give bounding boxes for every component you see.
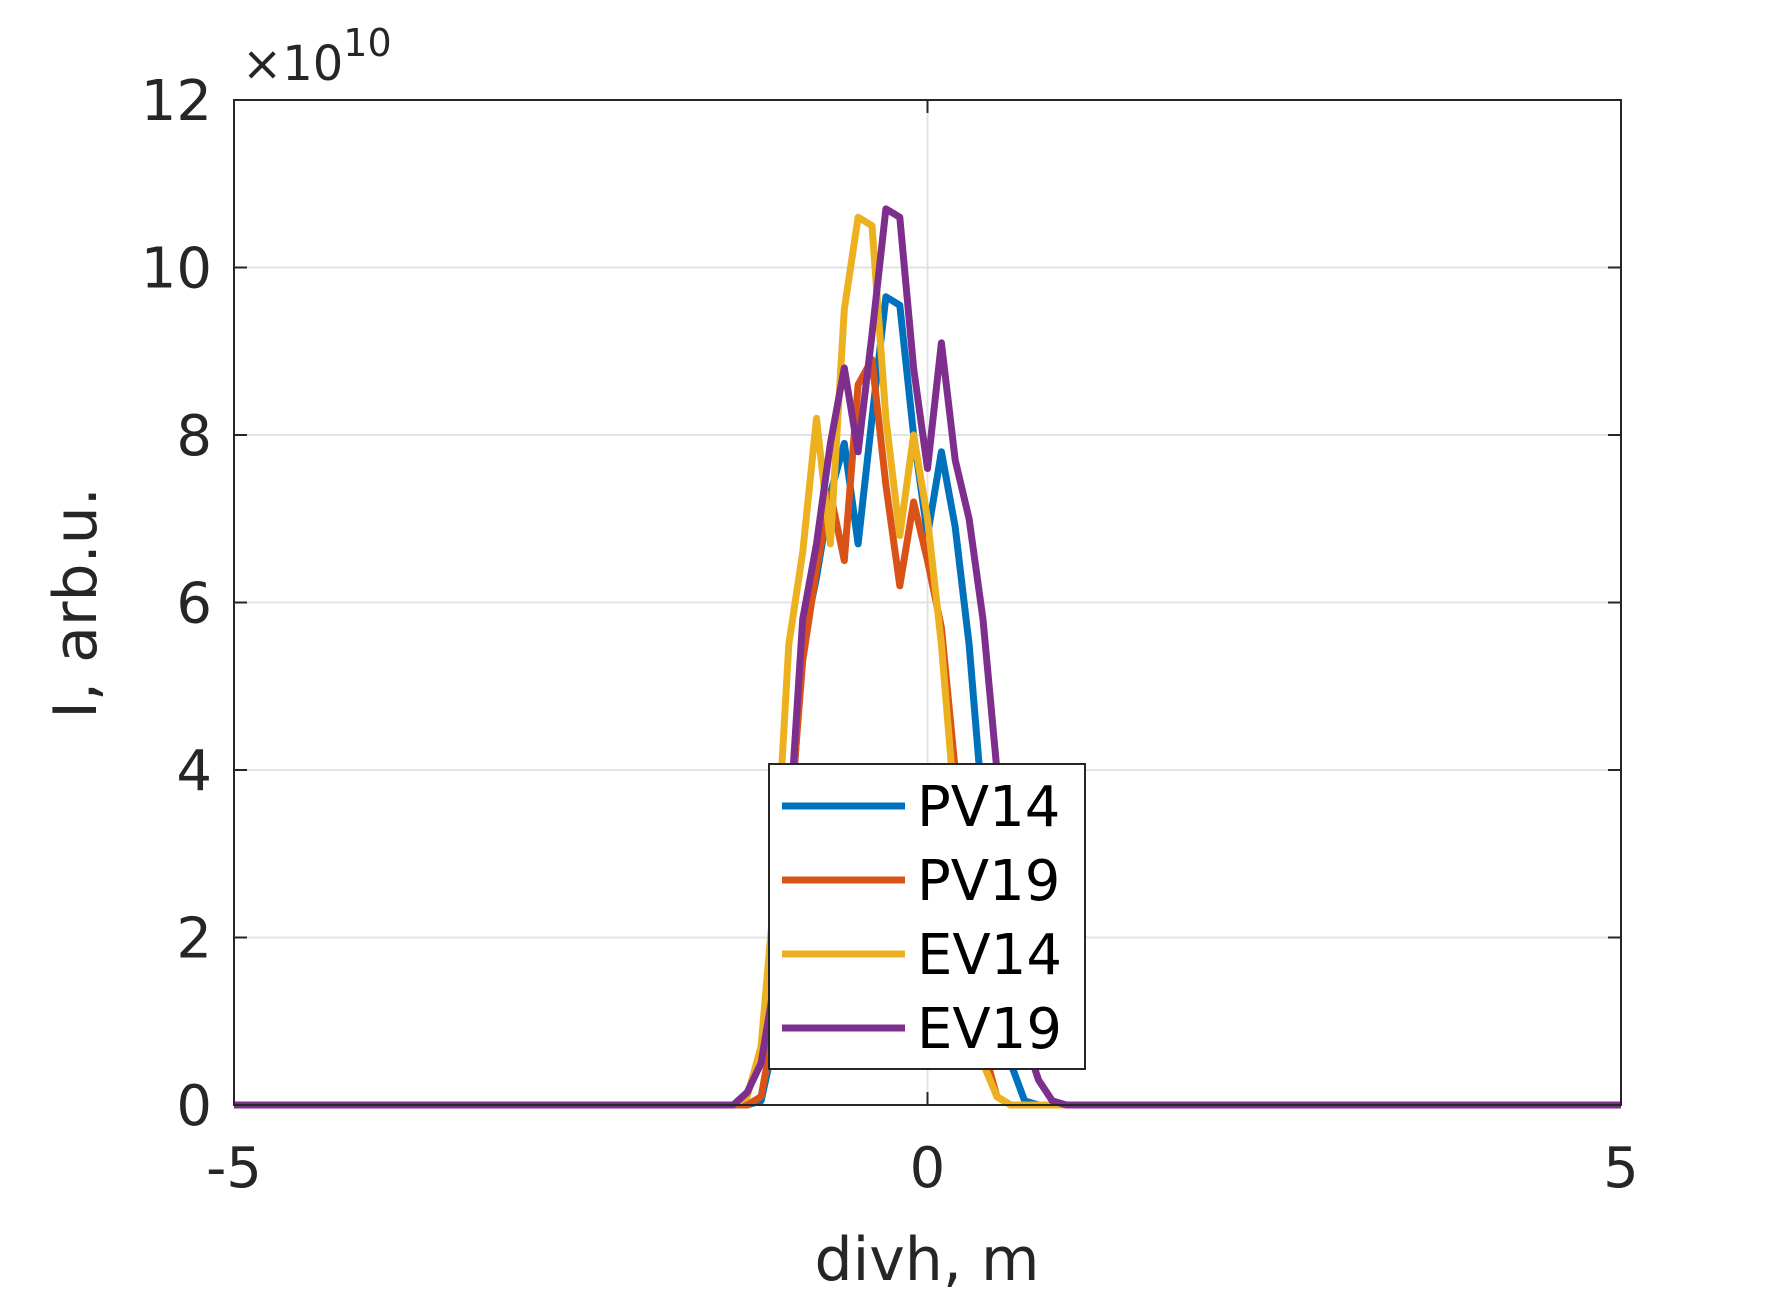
y-tick-label: 6 bbox=[176, 572, 212, 637]
y-tick-label: 12 bbox=[141, 69, 212, 134]
legend-entries: PV14 PV19 EV14 EV19 bbox=[782, 775, 1062, 1062]
y-tick-label: 2 bbox=[176, 907, 212, 972]
axis-ticks bbox=[233, 99, 1622, 1106]
x-tick-label: 5 bbox=[1603, 1136, 1639, 1201]
y-axis-label: I, arb.u. bbox=[41, 487, 111, 719]
y-tick-label: 4 bbox=[176, 739, 212, 804]
y-tick-labels: 0 2 4 6 8 10 12 bbox=[141, 69, 212, 1139]
legend-label-pv19: PV19 bbox=[917, 849, 1060, 914]
legend-box bbox=[768, 763, 1086, 1070]
y-tick-label: 8 bbox=[176, 404, 212, 469]
y-tick-label: 0 bbox=[176, 1074, 212, 1139]
y-tick-label: 10 bbox=[141, 237, 212, 302]
legend-label-ev19: EV19 bbox=[917, 997, 1062, 1062]
x-tick-labels: -5 0 5 bbox=[206, 1136, 1639, 1201]
x-axis-label: divh, m bbox=[815, 1225, 1040, 1291]
x-tick-label: -5 bbox=[206, 1136, 262, 1201]
y-exponent-label: ×1010 bbox=[242, 21, 392, 92]
x-tick-label: 0 bbox=[910, 1136, 946, 1201]
legend-label-ev14: EV14 bbox=[917, 923, 1062, 988]
legend-label-pv14: PV14 bbox=[917, 775, 1060, 840]
legend: PV14 PV19 EV14 EV19 bbox=[768, 763, 1086, 1070]
